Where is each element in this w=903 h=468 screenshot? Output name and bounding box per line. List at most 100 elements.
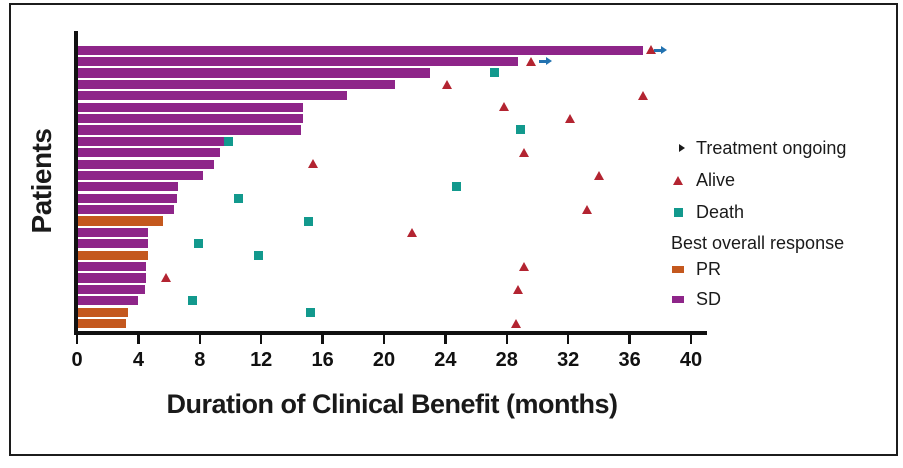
patient-bar xyxy=(78,91,348,101)
patient-bar xyxy=(78,182,179,192)
x-tick-label: 40 xyxy=(679,349,703,371)
sd-swatch-icon xyxy=(672,295,684,303)
patient-bar xyxy=(78,262,147,272)
x-tick xyxy=(689,334,693,344)
patient-bar xyxy=(78,125,302,135)
death-marker xyxy=(490,68,500,78)
alive-marker xyxy=(581,204,592,214)
alive-triangle-icon xyxy=(673,175,683,185)
x-tick-label: 28 xyxy=(495,349,518,371)
x-tick-label: 32 xyxy=(557,349,580,371)
alive-marker xyxy=(161,273,172,283)
patient-bar xyxy=(78,239,148,249)
patient-bar xyxy=(78,68,431,78)
alive-marker xyxy=(308,159,319,169)
alive-marker xyxy=(512,284,523,294)
figure-border xyxy=(9,3,898,456)
patient-bar xyxy=(78,216,163,226)
death-marker xyxy=(305,307,315,317)
arrow-head xyxy=(546,57,553,66)
x-tick xyxy=(444,334,447,344)
patient-bar xyxy=(78,148,220,158)
ongoing-arrow-icon xyxy=(654,45,668,55)
x-tick xyxy=(75,334,79,344)
patient-bar xyxy=(78,45,644,55)
patient-bar xyxy=(78,79,395,89)
y-axis-title: Patients xyxy=(26,128,57,234)
ongoing-arrow-icon xyxy=(539,57,553,66)
legend-label-alive: Alive xyxy=(696,169,736,190)
legend-label-pr: PR xyxy=(696,258,722,279)
patient-bar xyxy=(78,113,303,124)
legend-item-pr: PR xyxy=(671,258,721,280)
alive-marker xyxy=(441,79,452,89)
x-tick-label: 36 xyxy=(618,349,641,371)
patient-bar xyxy=(78,205,174,215)
ongoing-arrow-icon xyxy=(672,143,685,153)
patient-bar xyxy=(78,170,203,181)
x-tick-label: 0 xyxy=(71,349,83,371)
death-marker xyxy=(304,216,314,226)
x-tick-label: 12 xyxy=(250,349,273,371)
patient-bar xyxy=(78,318,127,329)
x-tick-label: 24 xyxy=(434,349,457,371)
alive-marker xyxy=(638,90,649,100)
patient-bar xyxy=(78,284,145,294)
x-tick-label: 16 xyxy=(311,349,334,371)
legend-response-header: Best overall response xyxy=(671,233,845,253)
x-tick xyxy=(198,334,202,344)
legend-label-treatment-ongoing: Treatment ongoing xyxy=(696,137,847,158)
legend-item-death: Death xyxy=(671,201,744,223)
death-marker xyxy=(253,250,263,260)
x-tick xyxy=(505,334,509,344)
alive-marker xyxy=(518,261,529,271)
legend-item-alive: Alive xyxy=(671,169,735,191)
x-tick xyxy=(321,334,324,344)
x-tick-label: 20 xyxy=(372,349,396,371)
alive-marker xyxy=(406,227,417,237)
death-marker xyxy=(224,136,234,146)
arrow-shaft xyxy=(654,48,662,52)
arrow-shaft xyxy=(539,60,547,64)
death-square-icon xyxy=(673,207,683,217)
patient-bar xyxy=(78,136,225,146)
alive-marker xyxy=(511,318,521,328)
x-tick xyxy=(137,334,140,344)
patient-bar xyxy=(78,250,148,260)
legend-item-sd: SD xyxy=(671,288,721,310)
arrow-head xyxy=(661,45,668,54)
alive-marker xyxy=(518,147,529,157)
patient-bar xyxy=(78,273,147,283)
patient-bar xyxy=(78,56,518,67)
x-axis-title: Duration of Clinical Benefit (months) xyxy=(166,389,619,419)
alive-marker xyxy=(564,113,575,123)
x-tick xyxy=(259,334,263,344)
alive-marker xyxy=(498,102,509,112)
y-axis-line xyxy=(74,31,78,335)
death-marker xyxy=(233,193,243,203)
x-axis-line xyxy=(74,331,707,335)
death-marker xyxy=(516,125,526,135)
x-tick-label: 8 xyxy=(194,349,206,371)
patient-bar xyxy=(78,307,128,317)
x-tick xyxy=(566,334,570,344)
death-marker xyxy=(193,239,203,249)
x-tick xyxy=(382,334,386,344)
legend-label-death: Death xyxy=(696,201,745,222)
alive-marker xyxy=(593,170,604,180)
alive-marker xyxy=(526,56,537,66)
x-tick xyxy=(628,334,631,344)
alive-marker xyxy=(646,45,657,55)
x-tick-label: 4 xyxy=(132,349,144,371)
legend-item-treatment-ongoing: Treatment ongoing xyxy=(671,137,846,159)
patient-bar xyxy=(78,227,148,238)
patient-bar xyxy=(78,193,177,203)
pr-swatch-icon xyxy=(672,265,684,273)
patient-bar xyxy=(78,296,139,306)
death-marker xyxy=(187,296,197,306)
death-marker xyxy=(451,182,461,192)
legend-label-sd: SD xyxy=(696,288,722,309)
patient-bar xyxy=(78,102,303,112)
patient-bar xyxy=(78,159,214,169)
